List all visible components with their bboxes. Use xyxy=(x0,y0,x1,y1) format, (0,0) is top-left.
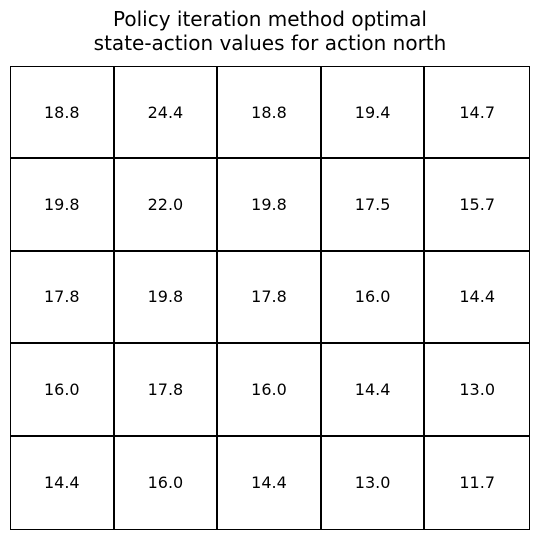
grid-cell-r4-c1: 16.0 xyxy=(11,344,115,437)
grid-cell-r5-c5: 11.7 xyxy=(459,473,495,493)
grid-cell-r3-c5: 14.4 xyxy=(425,252,529,345)
grid-cell-r2-c4: 17.5 xyxy=(321,159,426,252)
grid-cell-r3-c1: 17.8 xyxy=(11,251,115,345)
grid-cell-r4-c5: 13.0 xyxy=(425,344,529,437)
grid-cell-r4-c2: 17.8 xyxy=(114,344,219,437)
grid-cell-r1-c3: 18.8 xyxy=(218,67,322,160)
grid-cell-r3-c4: 16.0 xyxy=(321,251,426,345)
grid-cell-r3-c3: 17.8 xyxy=(218,251,322,345)
chart-title: Policy iteration method optimal state-ac… xyxy=(0,7,540,55)
grid-cell-r5-c3: 14.4 xyxy=(218,436,322,529)
grid-cell-r3-c2: 19.8 xyxy=(114,251,219,345)
grid-cell-r5-c1: 14.4 xyxy=(11,436,115,529)
grid-cell-r5-c2: 16.0 xyxy=(115,436,219,529)
grid-cell-r2-c5: 15.7 xyxy=(425,159,529,252)
grid-cell-r1-c2: 24.4 xyxy=(114,67,219,160)
grid-cell-r1-c1: 18.8 xyxy=(11,67,115,160)
grid-cell-r4-c4: 14.4 xyxy=(321,344,426,437)
grid-cell-r4-c3: 16.0 xyxy=(218,344,322,437)
grid-cell-r2-c2: 22.0 xyxy=(114,159,219,252)
grid-cell-r1-c4: 19.4 xyxy=(321,67,426,160)
grid-cell-r1-c5: 14.7 xyxy=(425,67,529,160)
chart-title-line-2: state-action values for action north xyxy=(93,31,447,55)
grid-cell-r2-c3: 19.8 xyxy=(218,159,322,252)
state-value-grid: 18.8 24.4 18.8 19.4 14.7 19.8 22.0 19.8 17.5 15.7… xyxy=(10,66,530,530)
chart-title-line-1: Policy iteration method optimal xyxy=(113,7,427,31)
grid-cell-r2-c1: 19.8 xyxy=(11,159,115,252)
grid-cell-r5-c4: 13.0 xyxy=(322,436,426,529)
